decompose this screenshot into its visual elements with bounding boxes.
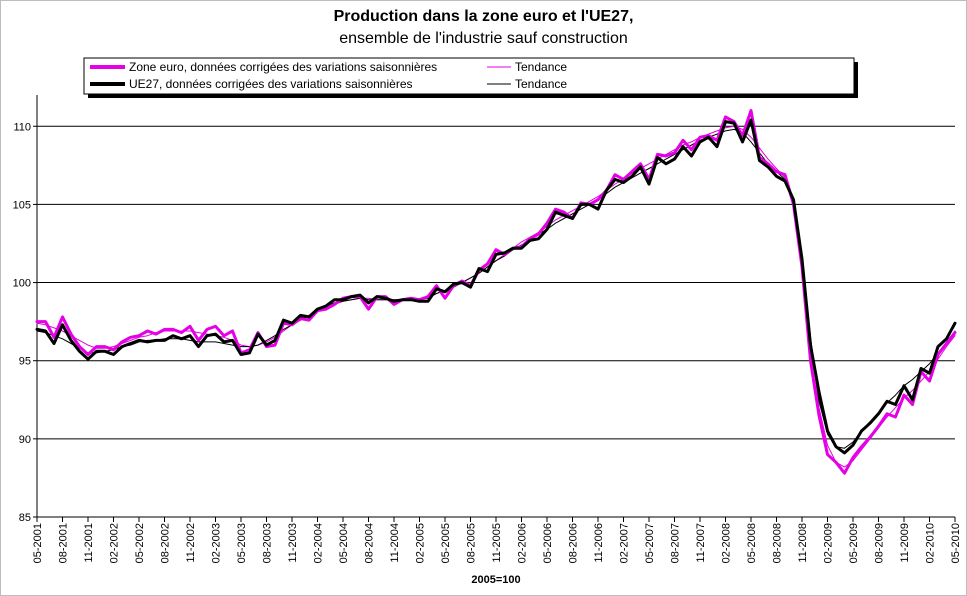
x-tick-label: 05-2003 bbox=[236, 523, 248, 563]
x-tick-label: 08-2001 bbox=[58, 523, 70, 563]
x-tick-label: 02-2005 bbox=[415, 523, 427, 563]
series-line-0 bbox=[35, 109, 957, 475]
x-tick-label: 08-2002 bbox=[160, 523, 172, 563]
x-tick-label: 02-2006 bbox=[517, 523, 529, 563]
x-tick-label: 02-2003 bbox=[211, 523, 223, 563]
x-tick-label: 05-2007 bbox=[644, 523, 656, 563]
x-tick-label: 08-2006 bbox=[568, 523, 580, 563]
x-tick-label: 05-2004 bbox=[338, 523, 350, 563]
legend: Zone euro, données corrigées des variati… bbox=[83, 57, 858, 98]
x-tick-label: 02-2004 bbox=[313, 523, 325, 563]
x-tick-label: 11-2008 bbox=[797, 523, 809, 563]
chart-title: Production dans la zone euro et l'UE27, bbox=[333, 8, 634, 25]
x-tick-label: 02-2010 bbox=[925, 523, 937, 563]
x-tick-label: 05-2005 bbox=[440, 523, 452, 563]
legend-label-ue27-trend: Tendance bbox=[515, 77, 567, 91]
legend-label-ue27: UE27, données corrigées des variations s… bbox=[129, 77, 413, 91]
x-tick-label: 05-2002 bbox=[134, 523, 146, 563]
x-tick-label: 08-2008 bbox=[772, 523, 784, 563]
y-tick-label: 105 bbox=[13, 199, 31, 211]
x-tick-label: 11-2009 bbox=[899, 523, 911, 563]
x-tick-label: 11-2002 bbox=[185, 523, 197, 563]
legend-label-zone-euro-trend: Tendance bbox=[515, 60, 567, 74]
x-tick-label: 05-2008 bbox=[746, 523, 758, 563]
y-tick-label: 85 bbox=[19, 512, 31, 524]
x-tick-label: 08-2005 bbox=[466, 523, 478, 563]
legend-label-zone-euro: Zone euro, données corrigées des variati… bbox=[129, 60, 437, 74]
y-tick-label: 90 bbox=[19, 434, 31, 446]
x-tick-label: 05-2009 bbox=[848, 523, 860, 563]
series-line-1 bbox=[36, 125, 956, 468]
x-tick-label: 11-2005 bbox=[491, 523, 503, 563]
x-tick-label: 11-2004 bbox=[389, 523, 401, 563]
x-tick-label: 08-2004 bbox=[364, 523, 376, 563]
x-tick-label: 02-2008 bbox=[721, 523, 733, 563]
chart-subtitle: ensemble de l'industrie sauf constructio… bbox=[339, 30, 628, 47]
x-tick-label: 02-2009 bbox=[823, 523, 835, 563]
x-tick-label: 11-2006 bbox=[593, 523, 605, 563]
x-tick-label: 11-2003 bbox=[287, 523, 299, 563]
x-tick-label: 08-2003 bbox=[262, 523, 274, 563]
x-tick-label: 02-2007 bbox=[619, 523, 631, 563]
x-tick-label: 08-2009 bbox=[874, 523, 886, 563]
y-tick-label: 100 bbox=[13, 278, 31, 290]
x-tick-label: 08-2007 bbox=[670, 523, 682, 563]
y-tick-label: 95 bbox=[19, 356, 31, 368]
y-tick-label: 110 bbox=[13, 121, 31, 133]
x-axis-label: 2005=100 bbox=[471, 574, 520, 586]
x-tick-label: 02-2002 bbox=[109, 523, 121, 563]
series-line-2 bbox=[35, 118, 957, 455]
x-tick-label: 05-2006 bbox=[542, 523, 554, 563]
x-tick-label: 05-2010 bbox=[950, 523, 962, 563]
legend-box bbox=[83, 57, 855, 95]
x-tick-label: 11-2007 bbox=[695, 523, 707, 563]
x-tick-label: 05-2001 bbox=[32, 523, 44, 563]
x-tick-label: 11-2001 bbox=[83, 523, 95, 563]
